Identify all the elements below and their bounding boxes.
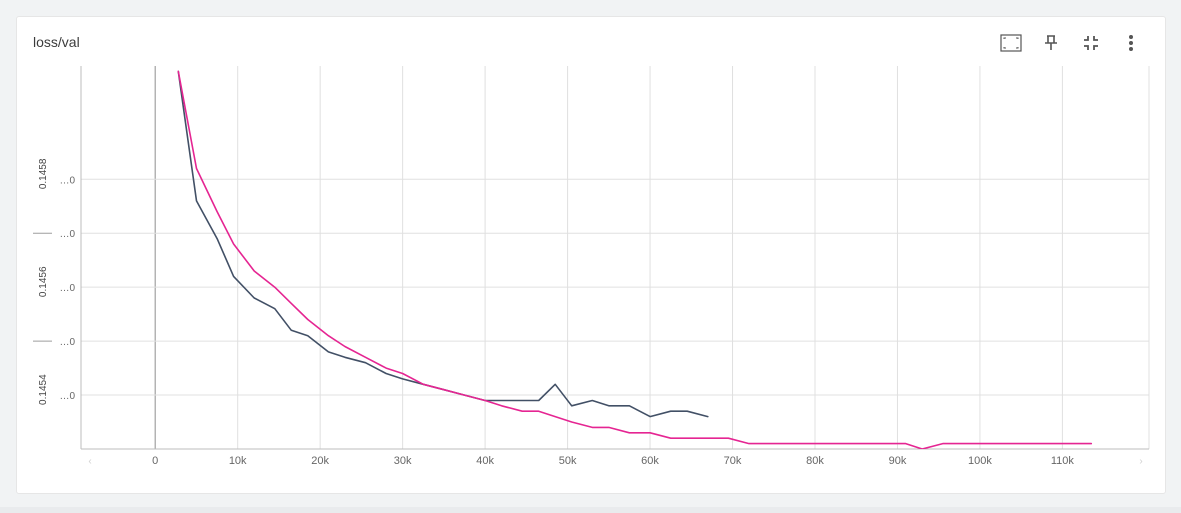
x-tick-label: 20k — [311, 455, 329, 467]
page-footer-band — [0, 507, 1181, 513]
chart-title: loss/val — [33, 34, 80, 50]
pin-icon — [1045, 35, 1057, 50]
pin-button[interactable] — [1031, 31, 1071, 55]
x-tick-label: 40k — [476, 455, 494, 467]
chart-toolbar — [991, 31, 1151, 55]
y-major-label: 0.1456 — [38, 266, 49, 297]
x-tick-label: 30k — [394, 455, 412, 467]
y-tick-label: …0 — [59, 283, 75, 294]
grid — [81, 66, 1150, 449]
y-tick-label: …0 — [59, 337, 75, 348]
x-tick-label: 100k — [968, 455, 992, 467]
x-tick-label: 10k — [229, 455, 247, 467]
x-tick-label: 80k — [806, 455, 824, 467]
collapse-button[interactable] — [1071, 31, 1111, 55]
series-line-0 — [177, 70, 709, 418]
fit-domain-icon — [1000, 34, 1022, 52]
x-tick-label: 50k — [559, 455, 577, 467]
y-major-label: 0.1458 — [38, 158, 49, 189]
x-tick-label: 0 — [152, 455, 158, 467]
series-line-1 — [177, 70, 1093, 449]
fit-domain-button[interactable] — [991, 31, 1031, 55]
x-tick-label: 110k — [1051, 455, 1075, 467]
series — [177, 70, 1093, 449]
y-tick-label: …0 — [59, 391, 75, 402]
chart-card: loss/val — [16, 16, 1166, 494]
axes: 0 10k 20k 30k 40k 50k 60k 70k 80k 90k 100k 110k ‹ › …0… — [33, 66, 1149, 467]
y-tick-label: …0 — [59, 229, 75, 240]
y-major-label: 0.1454 — [38, 374, 49, 405]
more-options-button[interactable] — [1111, 31, 1151, 55]
x-tick-label: 60k — [641, 455, 659, 467]
more-vert-icon — [1129, 35, 1133, 51]
x-tick-label: 90k — [889, 455, 907, 467]
x-tick-label: 70k — [724, 455, 742, 467]
y-tick-label: …0 — [59, 175, 75, 186]
x-scroll-left-icon: ‹ — [88, 456, 91, 467]
collapse-icon — [1084, 36, 1098, 50]
x-scroll-right-icon: › — [1139, 456, 1142, 467]
